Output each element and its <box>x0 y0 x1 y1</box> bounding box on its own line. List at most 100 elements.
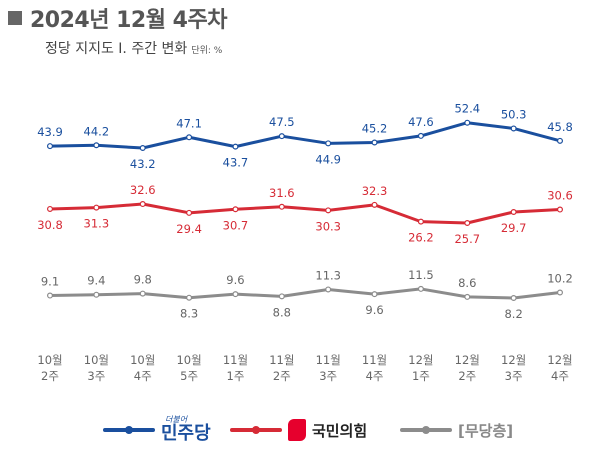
legend-line-gray <box>400 426 452 434</box>
democratic-party-logo: 더불어 민주당 <box>161 416 211 444</box>
x-tick-label: 12월 2주 <box>455 353 480 383</box>
data-point <box>556 206 563 213</box>
data-label: 45.2 <box>362 122 388 136</box>
series-line-2 <box>48 202 562 225</box>
dp-logo-main-text: 민주당 <box>161 423 211 444</box>
data-point <box>46 143 53 150</box>
data-point <box>232 143 239 150</box>
data-point <box>510 125 517 132</box>
data-label: 30.6 <box>547 189 573 203</box>
data-label: 9.6 <box>365 303 383 317</box>
data-label: 29.7 <box>501 221 527 235</box>
peoples-power-party-logo: 국민의힘 <box>288 419 367 441</box>
legend-line-red <box>230 426 282 434</box>
data-point <box>417 285 424 292</box>
data-point <box>464 119 471 126</box>
data-point <box>417 132 424 139</box>
data-point <box>510 295 517 302</box>
data-point <box>278 203 285 210</box>
data-label: 52.4 <box>454 102 480 116</box>
ppp-logo-mark-icon <box>288 419 306 441</box>
data-point <box>139 290 146 297</box>
data-label: 43.7 <box>223 156 249 170</box>
series-line-1 <box>48 121 562 150</box>
data-point <box>46 292 53 299</box>
data-point <box>325 286 332 293</box>
legend: 더불어 민주당 국민의힘 [무당층] <box>0 410 600 450</box>
x-tick-label: 10월 3주 <box>84 353 109 383</box>
data-label: 8.3 <box>180 307 198 321</box>
data-label: 8.8 <box>273 305 291 319</box>
data-label: 25.7 <box>454 232 480 246</box>
data-point <box>556 289 563 296</box>
legend-item-democratic-party: 더불어 민주당 <box>103 410 211 450</box>
chart-subtitle: 정당 지지도 Ⅰ. 주간 변화 <box>45 41 188 57</box>
data-label: 29.4 <box>176 222 202 236</box>
data-point <box>232 206 239 213</box>
data-point <box>93 142 100 149</box>
data-point <box>510 209 517 216</box>
x-tick-label: 12월 3주 <box>501 353 526 383</box>
data-point <box>93 204 100 211</box>
data-point <box>139 201 146 208</box>
data-label: 44.9 <box>315 152 341 166</box>
data-point <box>464 220 471 227</box>
legend-dot-blue <box>125 426 133 434</box>
data-point <box>186 134 193 141</box>
data-label: 44.2 <box>84 124 110 138</box>
unit-label: 단위: % <box>191 46 223 56</box>
series-2: 30.8 31.3 32.6 29.4 30.7 31.6 30.3 32.3 26.2 25.7… <box>37 183 573 246</box>
data-point <box>371 139 378 146</box>
data-point <box>46 205 53 212</box>
title-row: 2024년 12월 4주차 <box>8 3 227 33</box>
data-label: 10.2 <box>547 272 573 286</box>
subtitle-row: 정당 지지도 Ⅰ. 주간 변화 단위: % <box>45 38 222 58</box>
legend-line-blue <box>103 426 155 434</box>
data-label: 26.2 <box>408 231 434 245</box>
data-label: 11.5 <box>408 268 434 282</box>
series-3: 9.1 9.4 9.8 8.3 9.6 8.8 11.3 9.6 11.5 8.6 8.2 10.2 <box>41 268 573 321</box>
x-tick-label: 12월 1주 <box>408 353 433 383</box>
data-point <box>371 201 378 208</box>
data-label: 47.6 <box>408 115 434 129</box>
data-label: 9.1 <box>41 275 59 289</box>
series-1: 43.9 44.2 43.2 47.1 43.7 47.5 44.9 45.2 47.6 52.4… <box>37 102 573 171</box>
data-label: 47.5 <box>269 115 295 129</box>
page-title: 2024년 12월 4주차 <box>30 8 227 33</box>
data-point <box>371 291 378 298</box>
data-label: 47.1 <box>176 116 202 130</box>
data-label: 30.7 <box>223 218 249 232</box>
data-label: 9.4 <box>87 274 105 288</box>
title-square-icon <box>8 11 22 25</box>
data-point <box>232 291 239 298</box>
legend-item-independent: [무당층] <box>400 410 513 450</box>
series-line-3 <box>48 287 562 300</box>
data-label: 30.3 <box>315 219 341 233</box>
legend-item-peoples-power-party: 국민의힘 <box>230 410 367 450</box>
data-point <box>325 207 332 214</box>
x-tick-label: 10월 2주 <box>37 353 62 383</box>
data-point <box>417 218 424 225</box>
legend-dot-gray <box>422 426 430 434</box>
x-tick-label: 10월 4주 <box>130 353 155 383</box>
data-label: 43.9 <box>37 125 63 139</box>
data-point <box>464 293 471 300</box>
data-label: 43.2 <box>130 157 156 171</box>
data-point <box>325 140 332 147</box>
independent-label: [무당층] <box>458 421 514 440</box>
x-tick-label: 11월 1주 <box>223 353 248 383</box>
data-label: 9.6 <box>226 273 244 287</box>
data-label: 8.6 <box>458 276 476 290</box>
data-label: 30.8 <box>37 218 63 232</box>
data-point <box>278 293 285 300</box>
x-tick-label: 11월 4주 <box>362 353 387 383</box>
data-point <box>139 145 146 152</box>
data-point <box>186 294 193 301</box>
data-label: 31.6 <box>269 186 295 200</box>
data-point <box>278 133 285 140</box>
data-label: 50.3 <box>501 107 527 121</box>
x-tick-label: 11월 3주 <box>316 353 341 383</box>
data-label: 9.8 <box>134 273 152 287</box>
data-label: 11.3 <box>315 268 341 282</box>
line-chart: 43.9 44.2 43.2 47.1 43.7 47.5 44.9 45.2 47.6 52.4… <box>37 102 573 383</box>
